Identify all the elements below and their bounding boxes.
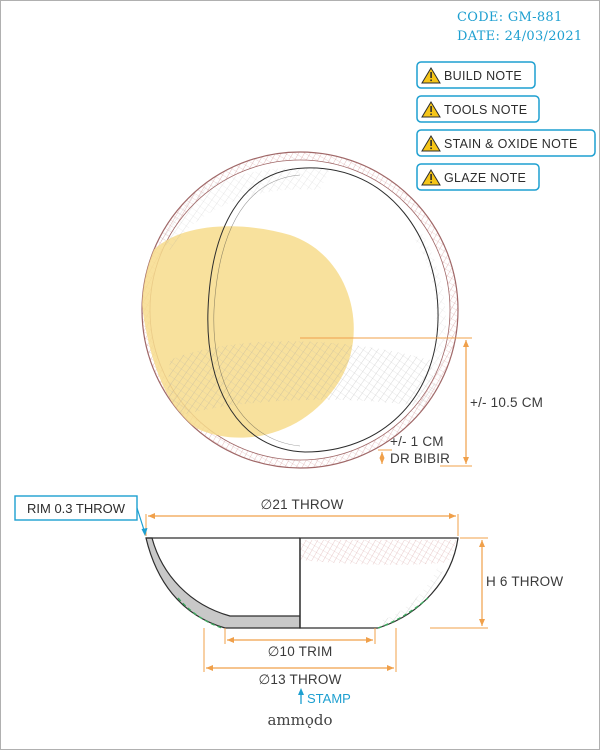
foot-line-left [177,597,223,629]
glaze-note-label: GLAZE NOTE [444,171,526,185]
date-label: DATE: 24/03/2021 [457,29,583,44]
exterior-rim-stain [300,540,456,565]
height-label: H 6 THROW [486,574,563,589]
stamp-label: STAMP [307,691,351,706]
rim-callout: RIM 0.3 THROW [14,495,148,536]
bowl-inner-well [207,167,439,453]
stamp-callout: STAMP [298,688,351,706]
rim-thickness-sublabel: DR BIBIR [390,451,450,466]
stain-oxide-note-button[interactable]: STAIN & OXIDE NOTE [416,129,596,157]
tools-note-button[interactable]: TOOLS NOTE [416,95,540,123]
rim-thickness-label: +/- 1 CM [390,434,444,449]
stain-oxide-note-label: STAIN & OXIDE NOTE [444,137,578,151]
brand-logo: ammǫdo [267,711,332,729]
diameter-label: ∅21 THROW [260,497,343,512]
trim-label: ∅10 TRIM [268,644,333,659]
rim-leader-line [136,507,145,531]
rim-callout-label: RIM 0.3 THROW [27,501,126,516]
bowl-section-view [145,537,459,629]
foot-line-right [377,597,429,629]
warning-icon [421,169,441,186]
warning-icon [421,67,441,84]
interior-shadow [165,341,440,420]
build-note-label: BUILD NOTE [444,69,522,83]
arrow-up-icon [298,688,304,695]
warning-icon [421,135,441,152]
tools-note-label: TOOLS NOTE [444,103,527,117]
base-label: ∅13 THROW [258,672,341,687]
glaze-note-button[interactable]: GLAZE NOTE [416,163,540,191]
code-label: CODE: GM-881 [457,10,563,25]
warning-icon [421,101,441,118]
section-dimensions: ∅21 THROW H 6 THROW ∅10 TRIM ∅13 THROW [145,497,563,687]
build-note-button[interactable]: BUILD NOTE [416,61,536,89]
top-view-dimensions: +/- 10.5 CM +/- 1 CM DR BIBIR [300,337,543,467]
radius-label: +/- 10.5 CM [470,395,543,410]
bowl-top-view [141,151,459,469]
